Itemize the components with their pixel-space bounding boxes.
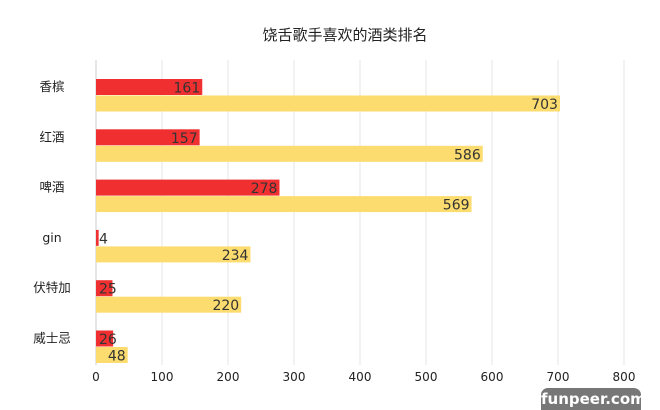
- x-tick-label: 700: [547, 370, 570, 384]
- category-label: 啤酒: [39, 180, 64, 195]
- x-tick-label: 0: [92, 370, 100, 384]
- x-tick-label: 800: [613, 370, 636, 384]
- bar: [96, 229, 99, 246]
- x-tick-label: 600: [481, 370, 504, 384]
- bar: [96, 347, 128, 363]
- category-label: 伏特加: [33, 280, 71, 295]
- bar: [96, 95, 560, 112]
- data-label: 586: [454, 147, 481, 163]
- x-tick-label: 300: [283, 370, 306, 384]
- category-label: 香槟: [39, 79, 65, 94]
- bar: [96, 330, 114, 347]
- bar: [96, 246, 251, 263]
- data-label: 48: [108, 349, 126, 365]
- bar: [96, 79, 203, 95]
- bar: [96, 280, 113, 297]
- x-tick-label: 500: [415, 370, 438, 384]
- bar: [96, 179, 280, 196]
- data-label: 157: [171, 131, 198, 147]
- bar: [96, 296, 242, 313]
- x-tick-label: 100: [151, 370, 174, 384]
- data-label: 569: [443, 198, 470, 214]
- chart-title: 饶舌歌手喜欢的酒类排名: [262, 26, 427, 44]
- data-label: 234: [222, 248, 249, 264]
- x-tick-label: 400: [349, 370, 372, 384]
- bar: [96, 196, 472, 213]
- data-label: 278: [251, 181, 278, 197]
- data-label: 4: [99, 231, 108, 247]
- data-label: 26: [99, 332, 117, 348]
- data-label: 161: [174, 81, 201, 97]
- x-tick-label: 200: [217, 370, 240, 384]
- category-label: 红酒: [39, 129, 64, 144]
- data-label: 25: [99, 282, 117, 298]
- category-label: 威士忌: [33, 331, 71, 346]
- bar: [96, 129, 200, 146]
- data-label: 703: [531, 97, 558, 113]
- category-label: gin: [42, 230, 61, 245]
- data-label: 220: [212, 298, 239, 314]
- bar: [96, 145, 483, 162]
- watermark: funpeer.com: [541, 388, 646, 410]
